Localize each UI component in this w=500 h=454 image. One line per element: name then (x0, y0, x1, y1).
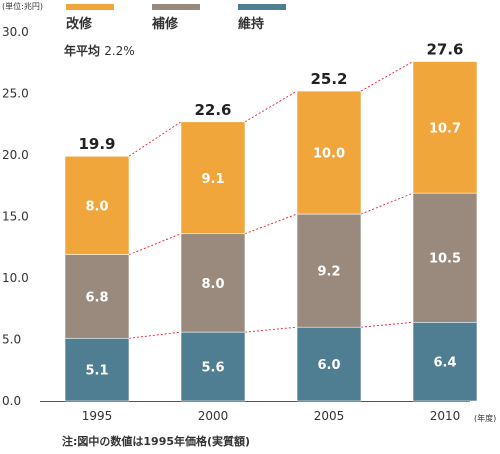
y-tick-label-5: 25.0 (2, 87, 29, 101)
legend-label-iji: 維持 (238, 17, 265, 32)
total-label-2000: 22.6 (194, 101, 231, 119)
total-label-2010: 27.6 (426, 41, 463, 59)
connector-0-2 (360, 321, 414, 328)
footnote: 注:図中の数値は1995年価格(実質額) (62, 435, 251, 448)
legend-swatch-kaishu (66, 4, 114, 10)
connector-2-1 (244, 90, 298, 123)
connector-2-0 (128, 121, 182, 157)
y-tick-label-4: 20.0 (2, 148, 29, 162)
data-label-1995-series-2: 8.0 (85, 199, 108, 214)
data-label-2005-series-0: 6.0 (317, 358, 340, 373)
x-axis-unit: (年度) (474, 414, 497, 423)
growth-annotation-value: 2.2% (104, 44, 135, 58)
x-tick-label-2005: 2005 (314, 409, 345, 423)
bar-2000-series-2 (180, 121, 246, 235)
y-tick-label-2: 10.0 (2, 271, 29, 285)
bar-1995-series-2 (64, 155, 130, 255)
bar-2010-series-2 (412, 61, 478, 194)
bar-2010-series-1 (412, 192, 478, 323)
data-label-2010-series-1: 10.5 (429, 252, 461, 267)
data-label-2010-series-0: 6.4 (433, 356, 456, 371)
bar-1995-series-1 (64, 254, 130, 339)
x-tick-label-2010: 2010 (430, 409, 461, 423)
legend-label-hoshu: 補修 (152, 17, 179, 32)
connector-0-0 (128, 331, 182, 339)
x-tick-label-2000: 2000 (198, 409, 229, 423)
connector-0-1 (244, 326, 298, 333)
connector-1-1 (244, 213, 298, 235)
data-label-2005-series-1: 9.2 (317, 265, 340, 280)
bar-1995-series-0 (64, 337, 130, 402)
growth-annotation: 年平均 2.2% (64, 42, 135, 59)
connector-1-0 (128, 233, 182, 256)
data-label-2010-series-2: 10.7 (429, 121, 461, 136)
data-label-2005-series-2: 10.0 (313, 147, 345, 162)
growth-annotation-prefix: 年平均 (64, 44, 101, 58)
data-label-1995-series-1: 6.8 (85, 290, 108, 305)
connector-1-2 (360, 192, 414, 215)
legend-swatch-hoshu (152, 4, 200, 10)
bar-2005-series-2 (296, 90, 362, 215)
y-tick-label-1: 5.0 (2, 333, 21, 347)
data-label-1995-series-0: 5.1 (85, 364, 108, 379)
x-tick-label-1995: 1995 (82, 409, 113, 423)
bar-2005-series-0 (296, 326, 362, 402)
legend-item-hoshu: 補修 (152, 4, 238, 32)
legend-item-iji: 維持 (238, 4, 324, 32)
legend-label-kaishu: 改修 (66, 17, 93, 32)
bar-2010-series-0 (412, 321, 478, 402)
legend-item-kaishu: 改修 (66, 4, 152, 32)
total-label-1995: 19.9 (78, 135, 115, 153)
legend-swatch-iji (238, 4, 286, 10)
data-label-2000-series-0: 5.6 (201, 361, 224, 376)
bar-2000-series-1 (180, 233, 246, 333)
y-tick-label-3: 15.0 (2, 210, 29, 224)
total-label-2005: 25.2 (310, 70, 347, 88)
data-label-2000-series-2: 9.1 (201, 172, 224, 187)
unit-label: (単位:兆円) (2, 2, 43, 11)
data-label-2000-series-1: 8.0 (201, 277, 224, 292)
legend: 改修 補修 維持 (66, 4, 324, 32)
bar-2000-series-0 (180, 331, 246, 402)
connector-2-2 (360, 61, 414, 92)
y-tick-label-6: 30.0 (2, 25, 29, 39)
y-tick-label-0: 0.0 (2, 394, 21, 408)
